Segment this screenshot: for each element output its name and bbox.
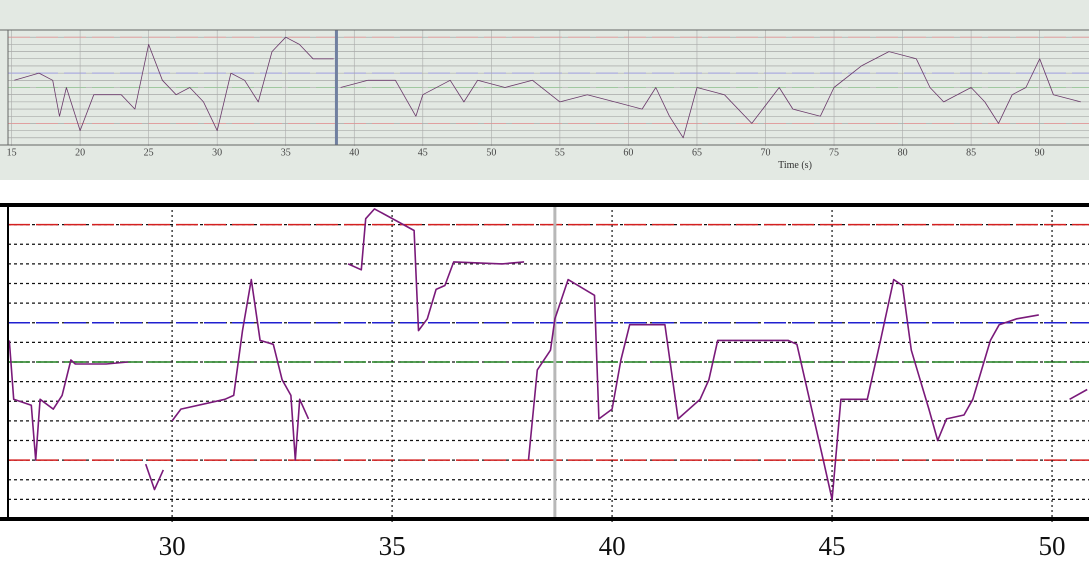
x-tick-label: 65 xyxy=(692,147,702,158)
x-tick-label: 20 xyxy=(75,147,85,158)
x-tick-label: 50 xyxy=(486,147,496,158)
x-tick-label: 35 xyxy=(281,147,291,158)
x-tick-label: 40 xyxy=(599,531,626,561)
x-axis-label: Time (s) xyxy=(778,160,812,171)
x-tick-label: 35 xyxy=(379,531,406,561)
x-tick-label: 70 xyxy=(760,147,770,158)
series-line xyxy=(8,208,1088,501)
series-line xyxy=(14,36,1081,139)
x-tick-label: 30 xyxy=(212,147,222,158)
x-tick-label: 85 xyxy=(966,147,976,158)
x-tick-label: 40 xyxy=(349,147,359,158)
x-tick-label: 25 xyxy=(144,147,154,158)
x-tick-label: 30 xyxy=(159,531,186,561)
x-tick-label: 50 xyxy=(1039,531,1066,561)
x-tick-label: 60 xyxy=(623,147,633,158)
x-tick-label: 45 xyxy=(418,147,428,158)
x-tick-label: 80 xyxy=(898,147,908,158)
x-tick-label: 75 xyxy=(829,147,839,158)
x-tick-label: 15 xyxy=(7,147,17,158)
x-tick-label: 90 xyxy=(1035,147,1045,158)
x-tick-label: 45 xyxy=(819,531,846,561)
x-tick-label: 55 xyxy=(555,147,565,158)
